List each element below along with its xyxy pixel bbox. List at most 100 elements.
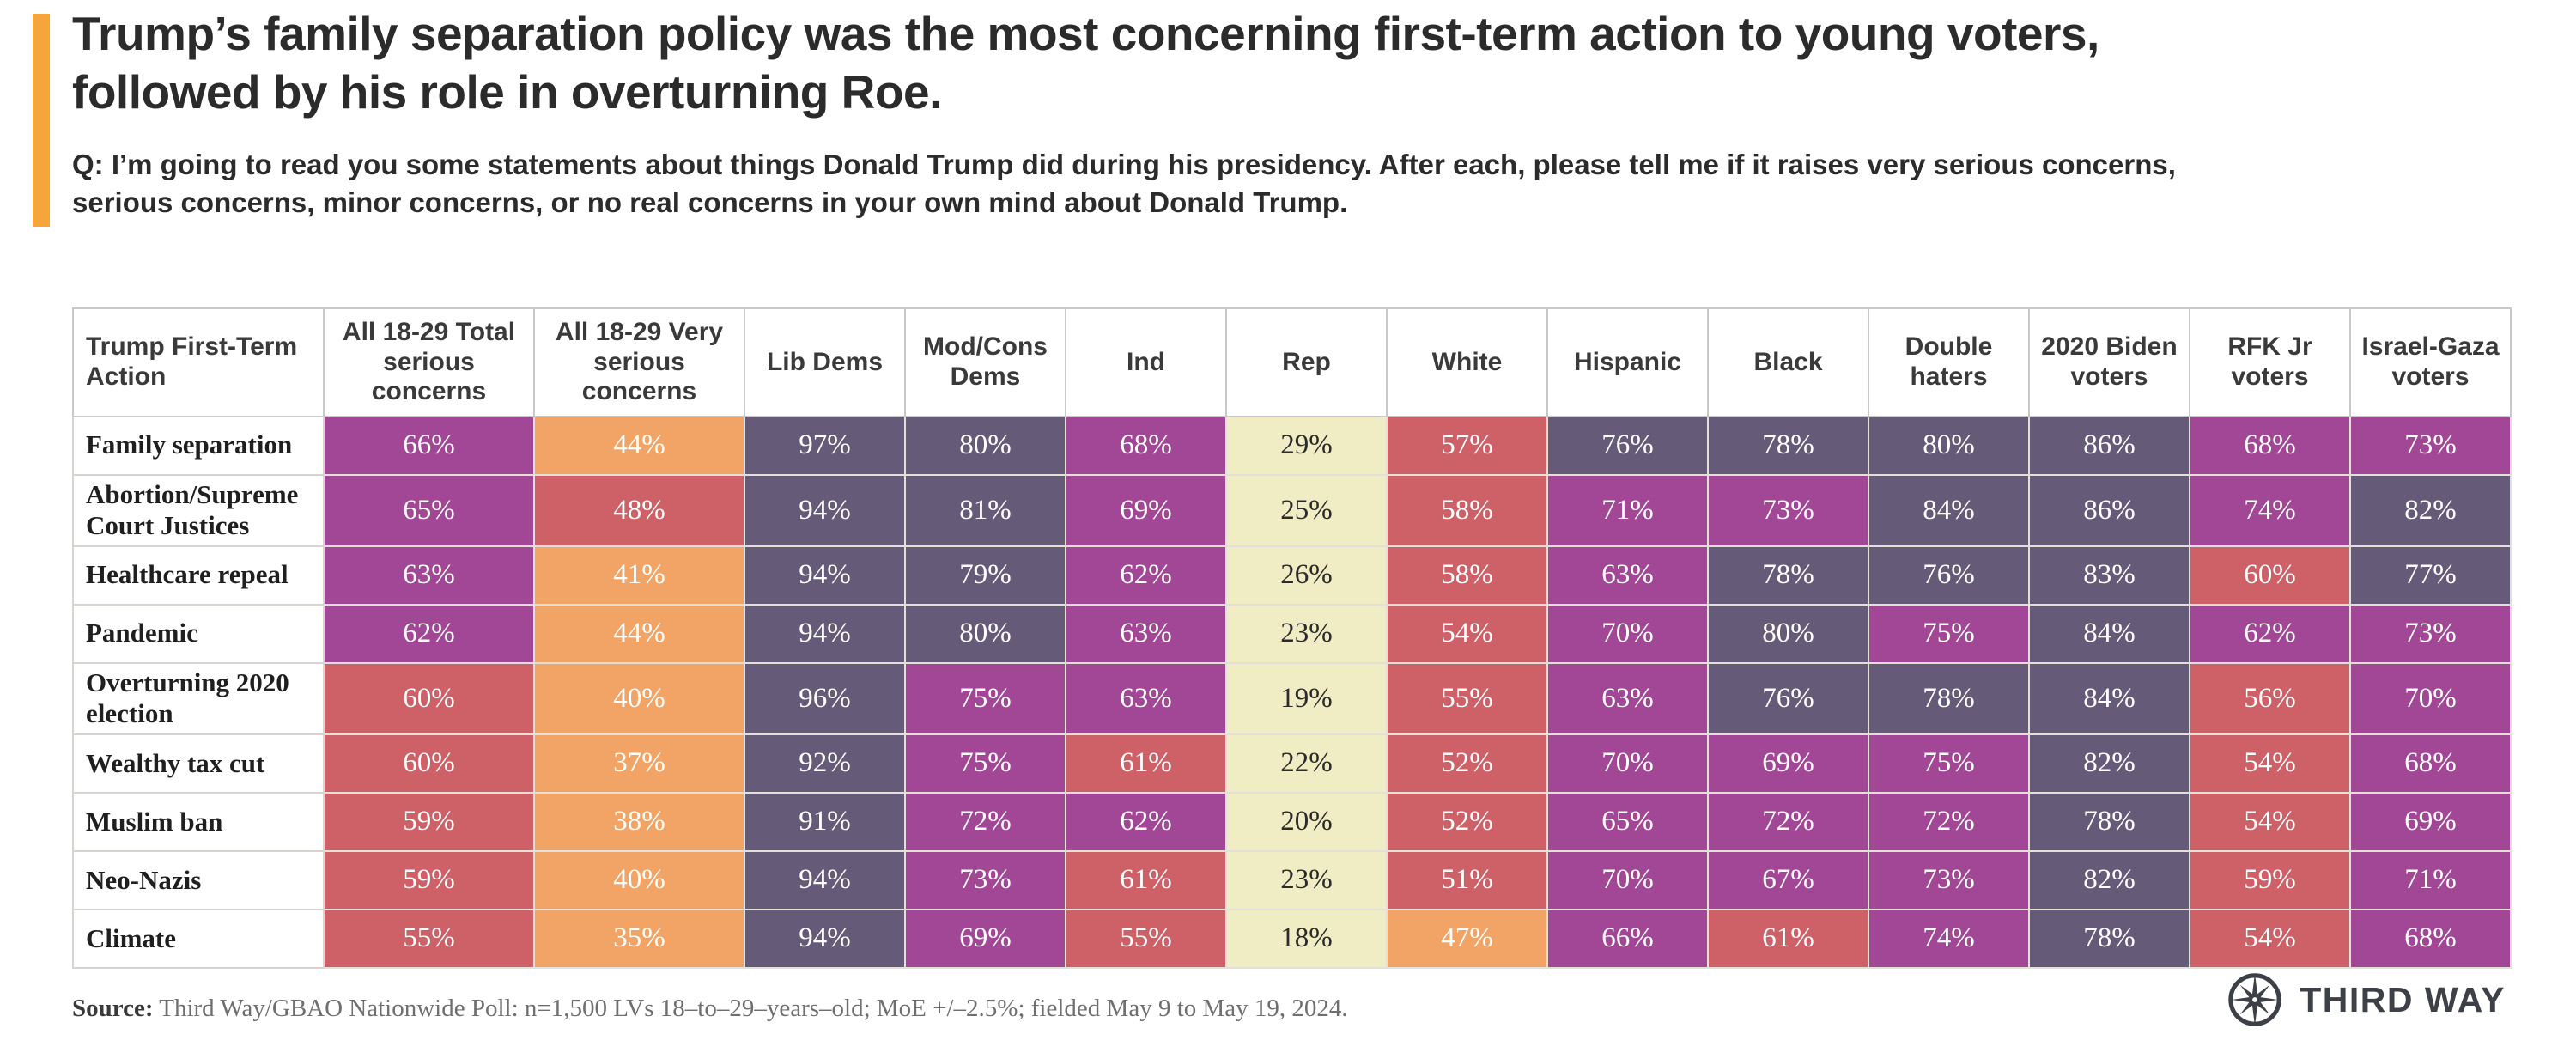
- value-cell: 57%: [1386, 415, 1548, 476]
- value-cell: 60%: [2189, 545, 2351, 606]
- logo-text: THIRD WAY: [2300, 979, 2506, 1019]
- value-cell: 74%: [2189, 473, 2351, 547]
- value-cell: 41%: [533, 545, 745, 606]
- concerns-table: Trump First-Term Action All 18-29 Total s…: [72, 307, 2512, 969]
- value-cell: 70%: [1546, 849, 1709, 910]
- column-header: Mod/Cons Dems: [904, 307, 1066, 417]
- column-header: White: [1386, 307, 1548, 417]
- column-header: RFK Jr voters: [2189, 307, 2351, 417]
- value-cell: 71%: [1546, 473, 1709, 547]
- value-cell: 20%: [1225, 791, 1388, 852]
- table-row: Wealthy tax cut 60% 37% 92% 75% 61% 22% 52% 70% 6…: [72, 733, 2512, 794]
- row-label: Family separation: [72, 415, 325, 476]
- value-cell: 70%: [2349, 661, 2512, 735]
- value-cell: 66%: [1546, 908, 1709, 969]
- value-cell: 69%: [1065, 473, 1227, 547]
- table-row: Family separation 66% 44% 97% 80% 68% 29% 57% 76…: [72, 415, 2512, 476]
- value-cell: 54%: [2189, 908, 2351, 969]
- value-cell: 18%: [1225, 908, 1388, 969]
- table-header: Trump First-Term Action All 18-29 Total s…: [72, 307, 2512, 417]
- value-cell: 94%: [744, 473, 906, 547]
- value-cell: 76%: [1707, 661, 1869, 735]
- row-label: Climate: [72, 908, 325, 969]
- source-text: Third Way/GBAO Nationwide Poll: n=1,500 …: [153, 995, 1348, 1022]
- value-cell: 76%: [1868, 545, 2030, 606]
- value-cell: 56%: [2189, 661, 2351, 735]
- value-cell: 94%: [744, 603, 906, 664]
- column-header: All 18-29 Total serious concerns: [323, 307, 535, 417]
- value-cell: 75%: [1868, 603, 2030, 664]
- value-cell: 63%: [1065, 661, 1227, 735]
- value-cell: 55%: [323, 908, 535, 969]
- value-cell: 82%: [2028, 733, 2190, 794]
- value-cell: 84%: [2028, 661, 2190, 735]
- value-cell: 68%: [2349, 733, 2512, 794]
- row-label: Pandemic: [72, 603, 325, 664]
- row-label: Abortion/Supreme Court Justices: [72, 473, 325, 547]
- third-way-logo: THIRD WAY: [2227, 972, 2506, 1027]
- row-label: Neo-Nazis: [72, 849, 325, 910]
- value-cell: 25%: [1225, 473, 1388, 547]
- value-cell: 78%: [1868, 661, 2030, 735]
- value-cell: 79%: [904, 545, 1066, 606]
- row-label: Wealthy tax cut: [72, 733, 325, 794]
- value-cell: 59%: [323, 849, 535, 910]
- value-cell: 80%: [904, 603, 1066, 664]
- column-header-action: Trump First-Term Action: [72, 307, 325, 417]
- value-cell: 72%: [1707, 791, 1869, 852]
- value-cell: 73%: [904, 849, 1066, 910]
- value-cell: 69%: [1707, 733, 1869, 794]
- value-cell: 71%: [2349, 849, 2512, 910]
- value-cell: 73%: [1868, 849, 2030, 910]
- value-cell: 84%: [1868, 473, 2030, 547]
- value-cell: 63%: [323, 545, 535, 606]
- value-cell: 54%: [2189, 733, 2351, 794]
- value-cell: 54%: [1386, 603, 1548, 664]
- source-label: Source:: [72, 995, 154, 1022]
- value-cell: 75%: [1868, 733, 2030, 794]
- table-row: Overturning 2020 election 60% 40% 96% 75% 63%…: [72, 661, 2512, 735]
- value-cell: 26%: [1225, 545, 1388, 606]
- value-cell: 63%: [1546, 661, 1709, 735]
- source-note: Source: Third Way/GBAO Nationwide Poll: …: [72, 995, 1961, 1023]
- value-cell: 70%: [1546, 733, 1709, 794]
- table-row: Abortion/Supreme Court Justices 65% 48% 94%…: [72, 473, 2512, 547]
- value-cell: 76%: [1546, 415, 1709, 476]
- value-cell: 77%: [2349, 545, 2512, 606]
- value-cell: 78%: [2028, 791, 2190, 852]
- value-cell: 61%: [1065, 849, 1227, 910]
- value-cell: 60%: [323, 733, 535, 794]
- value-cell: 83%: [2028, 545, 2190, 606]
- value-cell: 80%: [1868, 415, 2030, 476]
- value-cell: 72%: [1868, 791, 2030, 852]
- value-cell: 23%: [1225, 849, 1388, 910]
- value-cell: 67%: [1707, 849, 1869, 910]
- value-cell: 40%: [533, 661, 745, 735]
- column-header: Ind: [1065, 307, 1227, 417]
- value-cell: 19%: [1225, 661, 1388, 735]
- value-cell: 40%: [533, 849, 745, 910]
- value-cell: 22%: [1225, 733, 1388, 794]
- value-cell: 23%: [1225, 603, 1388, 664]
- table-row: Neo-Nazis 59% 40% 94% 73% 61% 23% 51% 70% 67% 73% 8…: [72, 849, 2512, 910]
- value-cell: 65%: [1546, 791, 1709, 852]
- value-cell: 80%: [1707, 603, 1869, 664]
- value-cell: 73%: [1707, 473, 1869, 547]
- value-cell: 61%: [1065, 733, 1227, 794]
- value-cell: 44%: [533, 603, 745, 664]
- value-cell: 78%: [1707, 545, 1869, 606]
- value-cell: 73%: [2349, 603, 2512, 664]
- value-cell: 68%: [2189, 415, 2351, 476]
- table-row: Healthcare repeal 63% 41% 94% 79% 62% 26% 58% 63…: [72, 545, 2512, 606]
- column-header: All 18-29 Very serious concerns: [533, 307, 745, 417]
- value-cell: 69%: [2349, 791, 2512, 852]
- value-cell: 38%: [533, 791, 745, 852]
- value-cell: 96%: [744, 661, 906, 735]
- value-cell: 81%: [904, 473, 1066, 547]
- value-cell: 54%: [2189, 791, 2351, 852]
- column-header: Hispanic: [1546, 307, 1709, 417]
- value-cell: 68%: [2349, 908, 2512, 969]
- value-cell: 62%: [1065, 791, 1227, 852]
- value-cell: 62%: [2189, 603, 2351, 664]
